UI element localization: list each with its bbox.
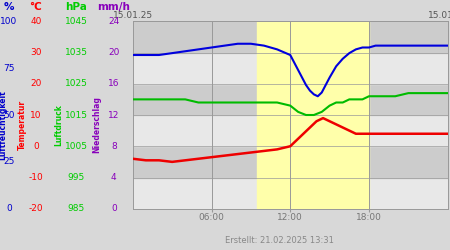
Text: 4: 4 <box>111 173 117 182</box>
Text: °C: °C <box>30 2 42 12</box>
Text: 995: 995 <box>68 173 85 182</box>
Text: 1005: 1005 <box>65 142 88 151</box>
Bar <box>133 52 448 84</box>
Text: 8: 8 <box>111 142 117 151</box>
Text: 50: 50 <box>3 110 15 120</box>
Text: mm/h: mm/h <box>97 2 130 12</box>
Text: 1015: 1015 <box>65 110 88 120</box>
Text: 10: 10 <box>30 110 42 120</box>
Bar <box>257 21 369 209</box>
Bar <box>133 84 448 115</box>
Text: 0: 0 <box>33 142 39 151</box>
Text: 1045: 1045 <box>65 17 88 26</box>
Text: 75: 75 <box>3 64 15 72</box>
Text: 12: 12 <box>108 110 120 120</box>
Text: 30: 30 <box>30 48 42 57</box>
Text: 0: 0 <box>111 204 117 213</box>
Text: 985: 985 <box>68 204 85 213</box>
Text: 1035: 1035 <box>65 48 88 57</box>
Bar <box>133 115 448 146</box>
Text: 16: 16 <box>108 79 120 88</box>
Text: 25: 25 <box>3 158 15 166</box>
Text: -10: -10 <box>29 173 43 182</box>
Text: 20: 20 <box>108 48 120 57</box>
Text: Luftfeuchtigkeit: Luftfeuchtigkeit <box>0 90 7 160</box>
Text: 1025: 1025 <box>65 79 88 88</box>
Bar <box>133 178 448 209</box>
Text: %: % <box>4 2 14 12</box>
Text: 24: 24 <box>108 17 120 26</box>
Text: Temperatur: Temperatur <box>18 100 27 150</box>
Bar <box>133 21 448 52</box>
Text: 100: 100 <box>0 17 18 26</box>
Text: hPa: hPa <box>66 2 87 12</box>
Text: Erstellt: 21.02.2025 13:31: Erstellt: 21.02.2025 13:31 <box>225 236 333 245</box>
Text: 20: 20 <box>30 79 42 88</box>
Text: 40: 40 <box>30 17 42 26</box>
Text: Niederschlag: Niederschlag <box>92 96 101 154</box>
Text: 0: 0 <box>6 204 12 213</box>
Text: -20: -20 <box>29 204 43 213</box>
Text: Luftdruck: Luftdruck <box>54 104 63 146</box>
Bar <box>133 146 448 178</box>
